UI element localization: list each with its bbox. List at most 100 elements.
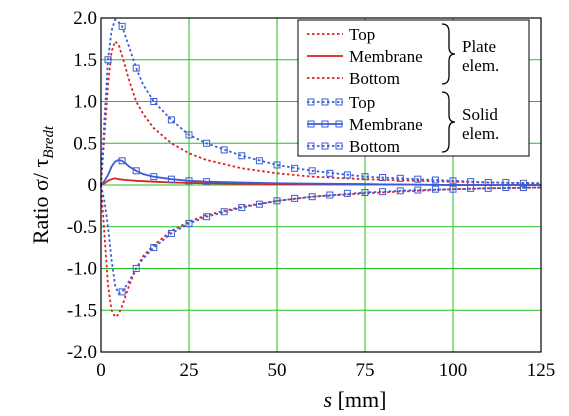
series-4-point-4 (185, 177, 193, 185)
series-5 (100, 184, 542, 296)
y-tick-label-0: -2.0 (67, 342, 97, 363)
y-tick-label-6: 1.0 (73, 92, 97, 113)
series-4 (100, 157, 541, 186)
series-3-point-13 (326, 169, 334, 177)
series-line-5 (100, 184, 542, 295)
legend-entries: Top Membrane Bottom Top Membrane Bottom (307, 25, 423, 156)
x-tick-label-0: 0 (96, 360, 106, 381)
series-5-point-0 (118, 288, 126, 296)
x-tick-label-5: 125 (527, 360, 556, 381)
legend-group-brace-solid (441, 91, 456, 153)
legend-group-solid-line1: Solid (462, 105, 498, 124)
x-axis-label: s [mm] (324, 387, 387, 412)
y-axis-label-main: Ratio σ/ τ (28, 158, 53, 244)
x-axis-label-symbol: s (324, 387, 333, 412)
y-tick-label-5: 0.5 (73, 133, 97, 154)
series-4-point-5 (203, 178, 211, 186)
series-line-3 (100, 18, 542, 186)
series-5-point-17 (414, 186, 422, 194)
series-3-point-11 (291, 164, 299, 172)
legend-marker-4-2 (335, 120, 343, 128)
series-4-point-3 (167, 175, 175, 183)
series-3-point-15 (361, 173, 369, 181)
legend-marker-3-1 (321, 98, 329, 106)
series-4-point-1 (132, 167, 140, 175)
legend-label-3: Top (349, 93, 375, 112)
y-tick-label-4: 0 (88, 175, 98, 196)
series-3-point-9 (255, 157, 263, 165)
series-3 (100, 18, 542, 187)
series-5-point-16 (396, 187, 404, 195)
legend-label-1: Membrane (349, 47, 423, 66)
legend-label-0: Top (349, 25, 375, 44)
series-5-point-12 (326, 191, 334, 199)
y-axis-label: Ratio σ/ τBredt (28, 125, 57, 244)
series-5-point-15 (379, 188, 387, 196)
y-tick-label-8: 2.0 (73, 8, 97, 29)
legend-marker-4-0 (307, 120, 315, 128)
series-5-point-18 (431, 185, 439, 193)
legend-marker-4-1 (321, 120, 329, 128)
tick-labels: 0 25 50 75 100 125 -2.0 -1.5 -1.0 -0.5 0 0.5 1.0 1.5 2… (67, 8, 555, 381)
legend-group-plate-line1: Plate (462, 37, 496, 56)
series-5-point-6 (220, 208, 228, 216)
series-5-point-22 (502, 184, 510, 192)
x-tick-label-1: 25 (180, 360, 199, 381)
series-5-point-10 (291, 194, 299, 202)
series-3-point-10 (273, 161, 281, 169)
legend-group-plate-line2: elem. (462, 56, 499, 75)
series-3-point-24 (519, 179, 527, 187)
series-5-point-11 (308, 193, 316, 201)
legend-label-4: Membrane (349, 115, 423, 134)
y-tick-label-7: 1.5 (73, 50, 97, 71)
series-5-point-9 (273, 197, 281, 205)
series-5-point-2 (150, 244, 158, 252)
legend: Top Membrane Bottom Top Membrane Bottom Plate… (297, 19, 530, 157)
legend-group-brace-plate (441, 23, 456, 85)
legend-box (297, 19, 530, 157)
x-axis-label-unit: [mm] (338, 387, 387, 412)
y-tick-label-2: -1.0 (67, 259, 97, 280)
series-5-point-4 (185, 219, 193, 227)
series-3-point-17 (396, 174, 404, 182)
series-3-point-14 (343, 171, 351, 179)
legend-marker-5-0 (307, 142, 315, 150)
series-3-point-5 (185, 131, 193, 139)
y-tick-label-3: -0.5 (67, 217, 97, 238)
series-3-point-12 (308, 167, 316, 175)
series-layer (100, 18, 542, 319)
series-3-point-18 (414, 175, 422, 183)
series-4-point-2 (150, 173, 158, 181)
x-tick-label-4: 100 (439, 360, 468, 381)
y-axis-label-subscript: Bredt (41, 125, 57, 159)
series-3-point-8 (238, 152, 246, 160)
series-3-point-7 (220, 146, 228, 154)
series-5-point-14 (361, 189, 369, 197)
series-5-point-5 (203, 213, 211, 221)
y-tick-label-1: -1.5 (67, 300, 97, 321)
series-5-point-20 (467, 184, 475, 192)
series-5-point-19 (449, 185, 457, 193)
x-tick-label-2: 50 (268, 360, 287, 381)
series-5-point-3 (167, 229, 175, 237)
series-5-point-13 (343, 189, 351, 197)
legend-label-2: Bottom (349, 69, 400, 88)
series-5-point-21 (484, 184, 492, 192)
series-3-point-2 (132, 64, 140, 72)
series-3-point-4 (167, 116, 175, 124)
series-3-point-16 (379, 173, 387, 181)
series-3-point-3 (150, 98, 158, 105)
legend-group-solid-line2: elem. (462, 124, 499, 143)
series-4-point-0 (118, 157, 126, 165)
series-3-point-19 (431, 176, 439, 184)
legend-marker-3-2 (335, 98, 343, 106)
legend-marker-5-1 (321, 142, 329, 150)
x-tick-label-3: 75 (356, 360, 375, 381)
series-3-point-1 (118, 22, 126, 30)
series-5-point-7 (238, 204, 246, 212)
series-3-point-6 (203, 139, 211, 147)
series-line-4 (100, 159, 541, 186)
legend-marker-5-2 (335, 142, 343, 150)
plot-frame (100, 17, 542, 353)
